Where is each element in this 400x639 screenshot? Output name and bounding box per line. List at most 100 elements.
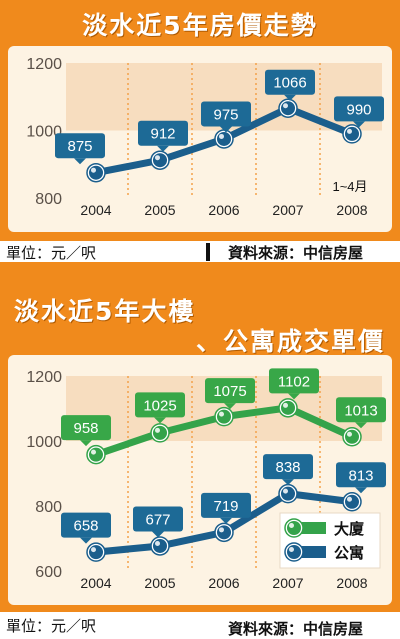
data-point-core: [281, 400, 295, 415]
chart1-source: 資料來源：中信房屋: [228, 244, 364, 262]
data-label: 1075: [213, 383, 246, 400]
data-label-group: 677: [133, 506, 183, 538]
data-label-box: [336, 397, 386, 423]
x-tick-label: 2006: [208, 202, 239, 218]
data-label: 1013: [344, 402, 377, 419]
data-label-pointer: [154, 417, 166, 424]
data-label: 813: [348, 467, 373, 484]
data-label-group: 813: [336, 462, 386, 494]
data-label-box: [265, 69, 315, 95]
data-point-shine: [91, 167, 96, 173]
data-label-group: 719: [201, 492, 251, 524]
data-label-group: 958: [61, 415, 111, 447]
data-label-pointer: [353, 121, 365, 128]
x-tick-label: 2007: [272, 575, 303, 591]
chart1-title: 淡水近5年房價走勢: [82, 11, 318, 40]
data-point-core: [89, 447, 103, 462]
data-point-shine: [283, 103, 288, 109]
chart2-title-line2: 、公寓成交單價: [196, 327, 386, 356]
data-label-pointer: [220, 517, 232, 524]
data-label: 958: [73, 420, 98, 437]
x-tick-label: 2005: [144, 202, 175, 218]
data-label-box: [61, 512, 111, 538]
y-tick-label: 800: [35, 191, 62, 208]
data-point-core: [345, 494, 359, 509]
data-label-box: [133, 506, 183, 532]
data-label-pointer: [157, 145, 169, 152]
legend-marker-core: [287, 521, 301, 535]
data-label-pointer: [288, 393, 300, 400]
data-label-group: 875: [55, 133, 105, 165]
data-point-core: [217, 525, 231, 540]
data-label-box: [138, 120, 188, 146]
data-label-pointer: [74, 158, 86, 165]
data-point-shine: [155, 427, 160, 433]
data-label: 990: [346, 101, 371, 118]
data-label-box: [336, 462, 386, 488]
chart2-footer: 單位：元／呎 資料來源：中信房屋: [0, 612, 400, 639]
data-label-group: 658: [61, 512, 111, 544]
data-label-pointer: [282, 479, 294, 486]
data-label-box: [263, 454, 313, 480]
data-point-shine: [91, 547, 96, 553]
data-point-shine: [347, 128, 352, 134]
data-label-pointer: [152, 531, 164, 538]
data-point-shine: [219, 133, 224, 139]
data-point-shine: [155, 540, 160, 546]
data-label: 838: [275, 459, 300, 476]
x-tick-label: 2004: [80, 202, 111, 218]
data-label-box: [269, 368, 319, 394]
date-range-note: 1~4月: [332, 179, 367, 194]
legend-marker-core: [287, 545, 301, 559]
chart1-footer: 單位：元／呎 資料來源：中信房屋: [0, 241, 400, 263]
data-label-group: 1066: [265, 69, 315, 101]
data-label-box: [201, 492, 251, 518]
data-point-shine: [283, 488, 288, 494]
data-label-pointer: [284, 94, 296, 101]
y-tick-label: 1200: [26, 56, 62, 73]
data-point-core: [153, 538, 167, 553]
y-tick-label: 800: [35, 499, 62, 516]
chart2-source: 資料來源：中信房屋: [228, 620, 364, 638]
legend-label: 大廈: [334, 520, 364, 538]
data-label: 1066: [273, 75, 306, 92]
y-tick-label: 1000: [26, 434, 62, 451]
x-tick-label: 2008: [336, 575, 367, 591]
data-label-group: 975: [201, 101, 251, 133]
data-point-core: [217, 409, 231, 424]
data-label-box: [334, 96, 384, 122]
legend-marker-shine: [289, 523, 294, 528]
data-label-box: [205, 378, 255, 404]
data-label-box: [201, 101, 251, 127]
data-point-shine: [91, 449, 96, 455]
data-label-group: 912: [138, 120, 188, 152]
data-label: 912: [150, 126, 175, 143]
data-label-group: 1075: [205, 378, 255, 410]
chart1-source-divider: [206, 243, 210, 261]
data-point-core: [345, 429, 359, 444]
data-label-pointer: [220, 126, 232, 133]
data-label-box: [135, 392, 185, 418]
data-label-box: [55, 133, 105, 159]
data-point-shine: [347, 496, 352, 502]
data-label-pointer: [80, 537, 92, 544]
chart1-svg: 1200 1000 800 2004 2005 2006 2007 2008 875 912 975…: [26, 56, 384, 218]
data-point-shine: [347, 431, 352, 437]
data-point-shine: [155, 155, 160, 161]
data-label-box: [61, 415, 111, 441]
x-tick-label: 2008: [336, 202, 367, 218]
data-label: 677: [145, 511, 170, 528]
data-label-group: 1102: [269, 368, 319, 400]
data-label-group: 1025: [135, 392, 185, 424]
data-label: 1025: [143, 397, 176, 414]
data-label: 1102: [278, 373, 310, 390]
data-label-pointer: [355, 487, 367, 494]
data-label-pointer: [80, 440, 92, 447]
chart1-unit: 單位：元／呎: [6, 244, 97, 262]
data-point-shine: [219, 411, 224, 417]
data-label-pointer: [355, 422, 367, 429]
data-point-core: [89, 545, 103, 560]
data-label-group: 838: [263, 454, 313, 486]
legend-marker-shine: [289, 547, 294, 552]
